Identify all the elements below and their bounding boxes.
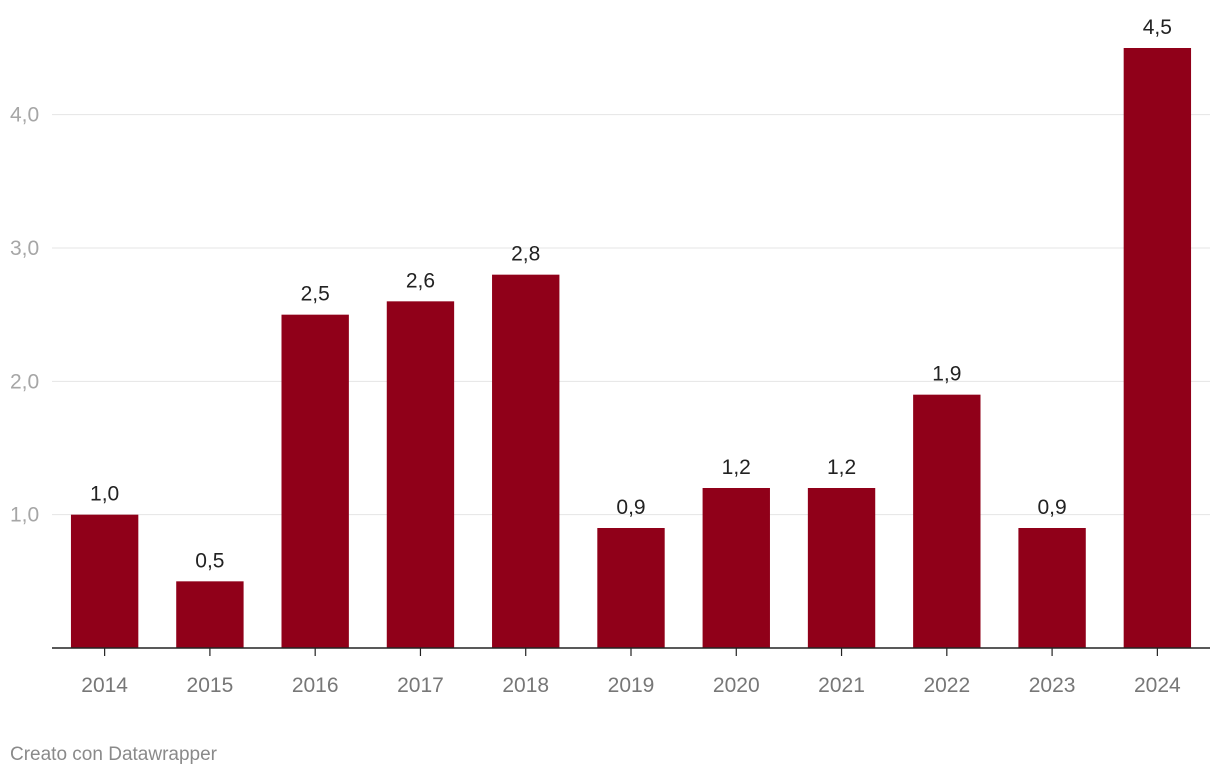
bar-value-label: 2,5 — [301, 283, 330, 306]
bar[interactable] — [1018, 528, 1086, 648]
label-layer: 1,0 2014 0,5 2015 2,5 2016 2,6 2017 2,8 2018 0,9 20… — [81, 16, 1181, 697]
bar-value-label: 4,5 — [1143, 16, 1172, 39]
bar[interactable] — [1123, 48, 1192, 648]
x-tick-label: 2017 — [397, 674, 444, 697]
y-tick-label: 2,0 — [10, 370, 39, 393]
bar-value-label: 1,0 — [90, 483, 119, 506]
x-tick-label: 2014 — [81, 674, 128, 697]
x-axis — [52, 647, 1210, 656]
bar[interactable] — [597, 528, 665, 648]
bar-value-label: 0,5 — [195, 549, 224, 572]
credit-text: Creato con Datawrapper — [10, 744, 217, 765]
x-tick-label: 2020 — [713, 674, 760, 697]
grid-layer: 1,0 2,0 3,0 4,0 — [10, 104, 1210, 527]
bar[interactable] — [807, 488, 876, 648]
x-tick-label: 2015 — [187, 674, 234, 697]
bar-value-label: 1,9 — [932, 363, 961, 386]
bar[interactable] — [176, 581, 244, 648]
bar[interactable] — [281, 314, 349, 648]
x-tick-label: 2019 — [608, 674, 655, 697]
bar-value-label: 1,2 — [827, 456, 856, 479]
bar-chart: 1,0 2,0 3,0 4,0 1,0 2014 0,5 2015 2,5 2016 2,6 201… — [10, 16, 1210, 697]
x-tick-label: 2022 — [923, 674, 970, 697]
x-tick-label: 2021 — [818, 674, 865, 697]
bar[interactable] — [702, 488, 770, 648]
x-tick-label: 2016 — [292, 674, 339, 697]
bar-value-label: 2,8 — [511, 243, 540, 266]
bar-value-label: 0,9 — [1037, 496, 1066, 519]
x-tick-label: 2018 — [502, 674, 549, 697]
bar-value-label: 0,9 — [616, 496, 645, 519]
bar-value-label: 1,2 — [722, 456, 751, 479]
y-tick-label: 1,0 — [10, 504, 39, 527]
bar[interactable] — [913, 394, 981, 648]
bar[interactable] — [70, 514, 139, 648]
bar[interactable] — [386, 301, 455, 648]
y-tick-label: 3,0 — [10, 237, 39, 260]
x-tick-label: 2024 — [1134, 674, 1181, 697]
y-tick-label: 4,0 — [10, 104, 39, 127]
bar[interactable] — [492, 274, 560, 648]
bar-layer — [70, 48, 1192, 648]
bar-value-label: 2,6 — [406, 269, 435, 292]
x-tick-label: 2023 — [1029, 674, 1076, 697]
